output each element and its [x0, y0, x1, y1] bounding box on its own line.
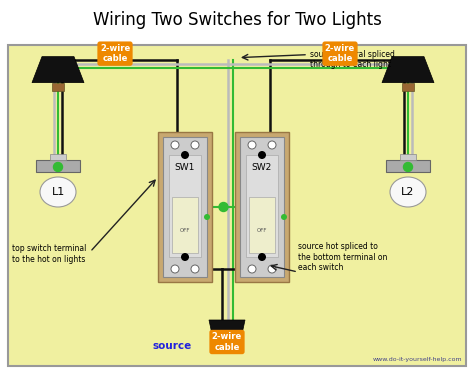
Circle shape [204, 214, 210, 220]
Circle shape [219, 202, 228, 212]
Bar [400, 154, 416, 160]
Circle shape [403, 163, 412, 171]
Ellipse shape [390, 177, 426, 207]
Text: 2-wire
cable: 2-wire cable [100, 44, 130, 63]
Text: 2-wire
cable: 2-wire cable [212, 332, 242, 352]
Bar [402, 83, 414, 91]
Circle shape [248, 141, 256, 149]
Bar [386, 160, 430, 172]
Polygon shape [382, 57, 434, 83]
Text: top switch terminal
to the hot on lights: top switch terminal to the hot on lights [12, 244, 86, 264]
Text: OFF: OFF [180, 228, 190, 233]
Bar [158, 132, 212, 282]
Bar [246, 155, 278, 257]
Circle shape [181, 253, 189, 261]
Circle shape [248, 265, 256, 273]
Text: SW1: SW1 [175, 163, 195, 171]
Circle shape [281, 214, 287, 220]
Text: Wiring Two Switches for Two Lights: Wiring Two Switches for Two Lights [92, 12, 382, 29]
Bar [50, 154, 66, 160]
Bar [172, 197, 198, 253]
Polygon shape [32, 57, 84, 83]
Text: L1: L1 [51, 187, 64, 197]
Bar [240, 137, 284, 277]
Circle shape [171, 265, 179, 273]
Bar [235, 132, 289, 282]
Text: source hot spliced to
the bottom terminal on
each switch: source hot spliced to the bottom termina… [298, 242, 387, 272]
Bar [163, 137, 207, 277]
Bar [8, 45, 466, 366]
Bar [249, 197, 275, 253]
Text: 2-wire
cable: 2-wire cable [325, 44, 355, 63]
Text: L2: L2 [401, 187, 415, 197]
Circle shape [171, 141, 179, 149]
Text: source: source [152, 341, 191, 351]
Text: SW2: SW2 [252, 163, 272, 171]
Bar [0, 0, 474, 45]
Bar [169, 155, 201, 257]
Text: www.do-it-yourself-help.com: www.do-it-yourself-help.com [373, 357, 462, 362]
Circle shape [268, 141, 276, 149]
Text: OFF: OFF [257, 228, 267, 233]
Circle shape [191, 141, 199, 149]
Circle shape [258, 253, 266, 261]
Circle shape [268, 265, 276, 273]
Text: source neutral spliced
through to each light: source neutral spliced through to each l… [310, 49, 395, 69]
Polygon shape [209, 320, 245, 348]
Circle shape [258, 151, 266, 159]
Bar [36, 160, 80, 172]
Ellipse shape [40, 177, 76, 207]
Bar [52, 83, 64, 91]
Circle shape [54, 163, 63, 171]
Circle shape [191, 265, 199, 273]
Circle shape [181, 151, 189, 159]
